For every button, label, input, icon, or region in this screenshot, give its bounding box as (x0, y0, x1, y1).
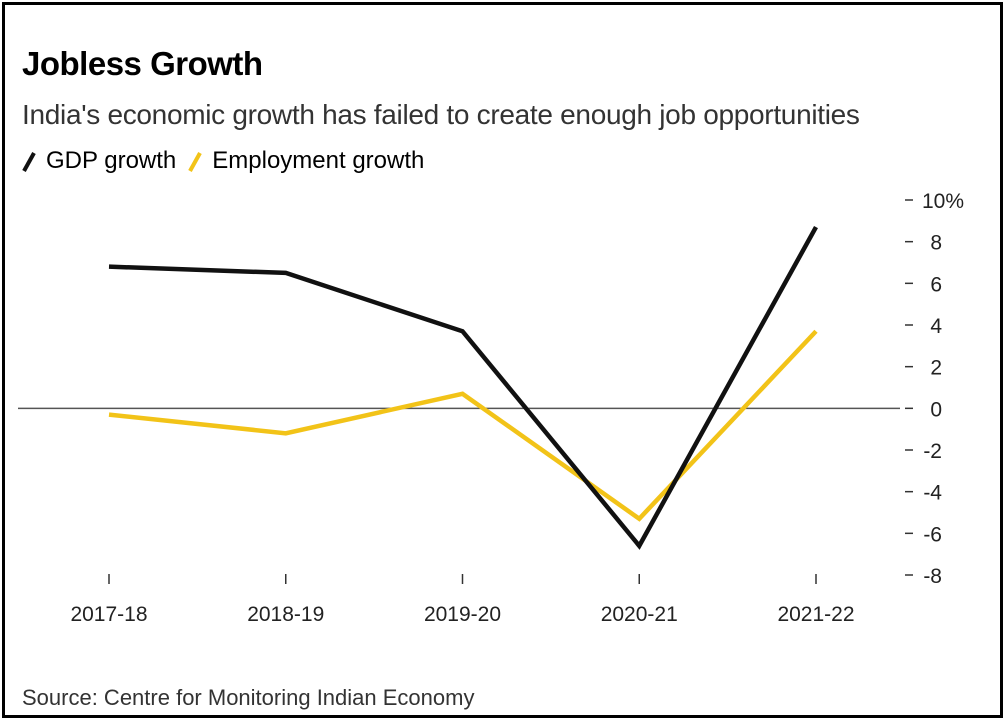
legend-swatch-employment (188, 149, 203, 173)
y-tick-label: -4 (923, 482, 942, 505)
legend-label-employment: Employment growth (212, 147, 425, 174)
x-tick-label: 2020-21 (601, 603, 678, 626)
gdp-growth-line (108, 225, 818, 550)
legend: GDP growth Employment growth (22, 147, 436, 175)
y-tick-label: 10% (922, 190, 964, 213)
y-tick-label: 0 (930, 398, 942, 421)
y-tick-label: 4 (930, 315, 942, 338)
x-tick-label: 2018-19 (247, 603, 324, 626)
y-tick-label: -2 (923, 440, 942, 463)
x-tick-label: 2019-20 (424, 603, 501, 626)
employment-growth-line (108, 329, 818, 522)
legend-item-gdp: GDP growth (22, 147, 176, 175)
x-tick-label: 2017-18 (70, 603, 147, 626)
legend-swatch-gdp (22, 149, 36, 173)
y-tick-label: 2 (930, 357, 942, 380)
source-note: Source: Centre for Monitoring Indian Eco… (22, 685, 475, 710)
legend-item-employment: Employment growth (188, 147, 424, 175)
y-tick-label: -6 (923, 523, 942, 546)
y-tick-label: -8 (923, 565, 942, 588)
y-tick-label: 6 (930, 273, 942, 296)
legend-label-gdp: GDP growth (46, 147, 177, 174)
chart-subtitle: India's economic growth has failed to cr… (22, 99, 860, 130)
x-tick-label: 2021-22 (777, 603, 854, 626)
chart-title: Jobless Growth (22, 45, 263, 82)
y-tick-label: 8 (930, 232, 942, 255)
